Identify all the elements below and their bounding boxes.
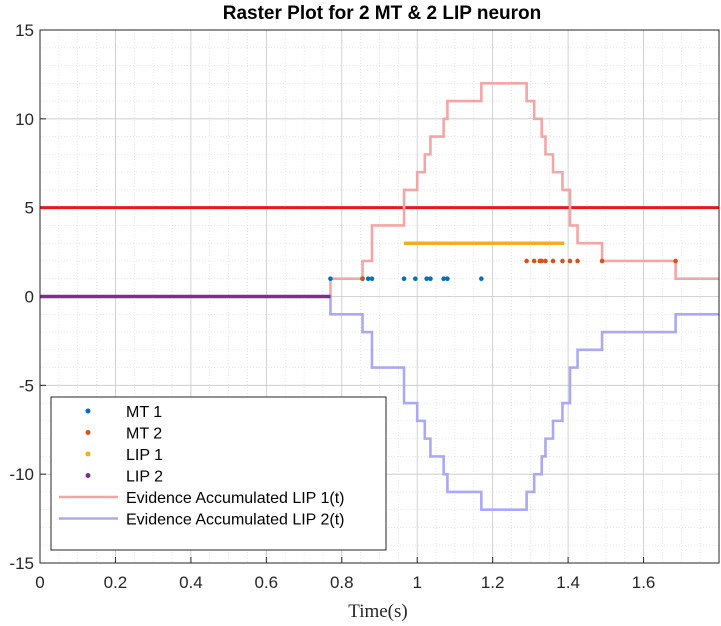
legend-label-lip-2: LIP 2 xyxy=(126,469,163,486)
legend-label-lip-1: LIP 1 xyxy=(126,447,163,464)
y-tick-label: -15 xyxy=(9,554,34,573)
series-mt-1-point xyxy=(424,276,429,282)
legend-marker-mt-1 xyxy=(85,408,91,414)
plot-area-border xyxy=(39,29,720,564)
x-tick-label: 1.4 xyxy=(556,573,580,592)
series-mt-2-point xyxy=(539,258,545,264)
x-axis-label: Time(s) xyxy=(348,601,407,622)
x-tick-label: 1.2 xyxy=(481,573,505,592)
series-mt-2-point xyxy=(567,258,573,264)
legend-marker-lip-1 xyxy=(85,451,91,457)
series-mt-2-point xyxy=(560,258,565,264)
legend-marker-lip-2 xyxy=(85,473,91,478)
x-tick-label: 1 xyxy=(412,573,421,592)
x-tick-labels: 0 0.2 0.4 0.6 0.8 1 1.2 1.4 1.6 xyxy=(35,573,655,592)
series-mt-1-point xyxy=(413,276,418,282)
series-mt-1-point xyxy=(369,276,375,282)
series-mt-1-point xyxy=(428,276,433,282)
legend-label-mt-2: MT 2 xyxy=(126,426,162,443)
x-tick-label: 1.6 xyxy=(632,573,656,592)
series-mt-2-point xyxy=(575,258,580,264)
series-mt-2-point xyxy=(673,258,678,264)
series-mt-1-point xyxy=(328,276,333,282)
y-tick-labels: -15 -10 -5 0 5 10 15 xyxy=(9,21,34,573)
legend-label-evidence-accumulated-lip-1-t: Evidence Accumulated LIP 1(t) xyxy=(126,490,345,507)
series-layer xyxy=(40,82,719,511)
y-tick-label: 15 xyxy=(15,21,34,40)
series-mt-1-point xyxy=(401,276,407,282)
legend-label-evidence-accumulated-lip-2-t: Evidence Accumulated LIP 2(t) xyxy=(126,512,345,529)
series-mt-1-point xyxy=(445,276,450,282)
series-mt-1-point xyxy=(441,276,446,282)
y-tick-label: -5 xyxy=(19,376,34,395)
series-mt-2-point xyxy=(543,258,548,264)
x-tick-label: 0 xyxy=(35,573,44,592)
y-tick-label: 5 xyxy=(25,199,34,218)
series-mt-1-point xyxy=(365,276,371,282)
y-tick-label: -10 xyxy=(9,465,34,484)
series-mt-2-point xyxy=(360,276,365,282)
y-tick-label: 0 xyxy=(25,288,34,307)
series-mt-2-point xyxy=(550,258,556,264)
x-tick-label: 0.6 xyxy=(255,573,279,592)
series-line-lip-2 xyxy=(40,295,719,511)
legend: MT 1 MT 2 LIP 1 LIP 2 Evidence Accumulated L… xyxy=(50,396,387,551)
y-tick-label: 10 xyxy=(15,110,34,129)
chart-title: Raster Plot for 2 MT & 2 LIP neuron xyxy=(223,3,541,24)
series-mt-2-point xyxy=(599,258,605,264)
legend-box xyxy=(50,396,387,551)
legend-items: MT 1 MT 2 LIP 1 LIP 2 Evidence Accumulated L… xyxy=(59,404,345,529)
x-tick-label: 0.8 xyxy=(330,573,354,592)
legend-marker-mt-2 xyxy=(85,430,91,435)
series-mt-1-point xyxy=(479,276,484,282)
series-mt-2-point xyxy=(531,258,537,264)
x-tick-label: 0.2 xyxy=(104,573,128,592)
series-line-lip-1 xyxy=(40,82,719,298)
legend-label-mt-1: MT 1 xyxy=(126,404,162,421)
series-mt-2-point xyxy=(524,258,529,264)
x-tick-label: 0.4 xyxy=(179,573,203,592)
